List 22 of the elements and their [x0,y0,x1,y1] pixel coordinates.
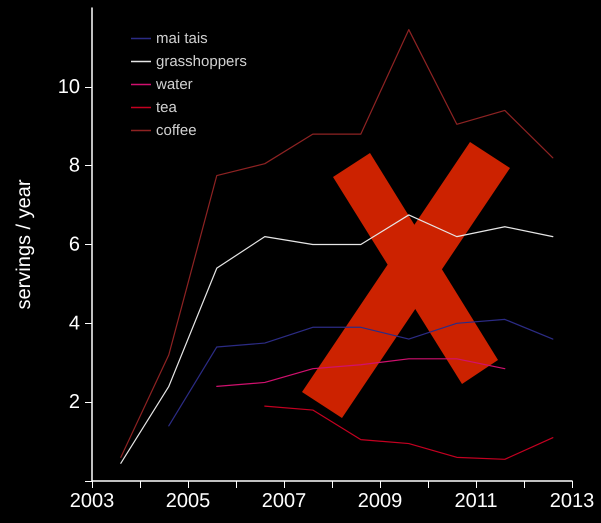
x-tick-label: 2007 [262,490,306,512]
legend-label: mai tais [156,30,208,47]
line-series [168,318,554,426]
x-tick-label: 2011 [454,490,498,512]
y-tick-label: 6 [68,234,80,256]
line-series [120,29,554,458]
line-series [120,214,554,464]
y-tick-label: 10 [58,76,80,98]
legend-label: tea [156,99,178,116]
x-tick-label: 2013 [550,490,594,512]
y-tick-label: 4 [68,312,80,334]
legend-label: grasshoppers [156,53,247,70]
line-series [216,358,506,387]
legend-label: coffee [156,122,197,139]
x-tick-label: 2009 [358,490,402,512]
x-tick-label: 2005 [166,490,210,512]
y-axis-title: servings / year [13,179,35,310]
y-tick-label: 2 [68,391,80,414]
y-tick-label: 8 [68,154,80,177]
legend-label: water [155,76,193,93]
x-tick-label: 2003 [70,490,114,512]
line-series [264,406,554,460]
